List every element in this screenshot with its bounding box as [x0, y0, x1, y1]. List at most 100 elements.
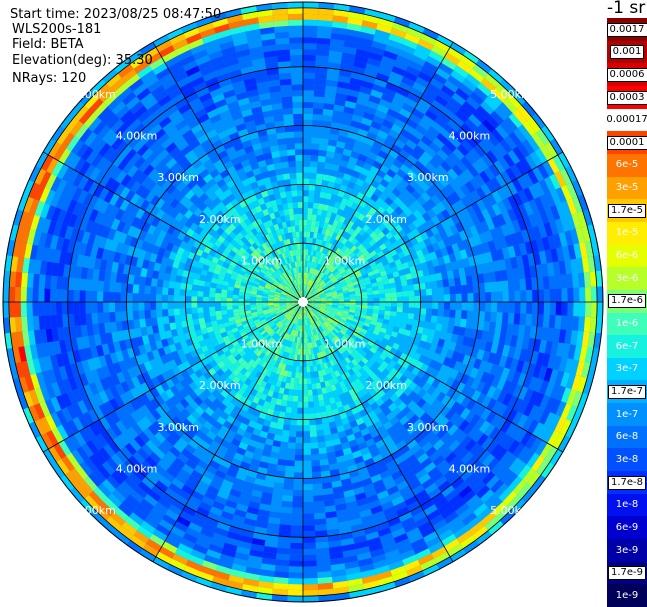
radar-cell	[340, 316, 347, 322]
radar-cell	[226, 253, 234, 261]
radar-cell	[216, 164, 227, 174]
radar-cell	[313, 306, 320, 310]
radar-cell	[203, 286, 210, 293]
radar-cell	[389, 315, 396, 322]
radar-cell	[149, 468, 163, 481]
radar-cell	[421, 478, 435, 490]
radar-cell	[275, 291, 281, 295]
radar-cell	[319, 281, 325, 287]
radar-cell	[288, 275, 293, 282]
radar-cell	[91, 279, 99, 292]
radar-cell	[185, 338, 194, 347]
radar-cell	[285, 299, 292, 301]
radar-cell	[366, 287, 373, 292]
radar-cell	[312, 114, 323, 121]
radar-cell	[369, 165, 380, 175]
radar-cell	[473, 463, 487, 477]
radar-cell	[232, 80, 246, 90]
radar-cell	[196, 415, 207, 426]
radar-cell	[308, 299, 315, 302]
radar-cell	[197, 285, 205, 292]
radar-cell	[200, 118, 213, 129]
radar-cell	[364, 343, 373, 351]
radar-cell	[355, 307, 362, 312]
radar-cell	[76, 254, 85, 267]
radar-cell	[303, 219, 308, 226]
radar-cell	[275, 198, 283, 206]
radar-cell	[303, 419, 310, 426]
radar-cell	[303, 131, 312, 138]
radar-cell	[332, 298, 339, 301]
radar-cell	[415, 408, 426, 419]
radar-cell	[300, 337, 303, 344]
radar-cell	[286, 296, 292, 299]
radar-cell	[437, 256, 445, 266]
radar-cell	[332, 300, 339, 302]
radar-cell	[373, 305, 380, 310]
radar-cell	[278, 453, 287, 460]
radar-cell	[299, 325, 302, 332]
radar-cell	[323, 261, 329, 268]
radar-cell	[303, 90, 315, 97]
radar-cell	[77, 400, 89, 415]
radar-cell	[482, 350, 491, 362]
radar-cell	[254, 341, 262, 348]
radar-cell	[257, 197, 266, 206]
radar-cell	[295, 437, 303, 444]
radar-cell	[152, 366, 162, 377]
radar-cell	[537, 314, 544, 328]
radar-cell	[85, 302, 92, 314]
radar-cell	[464, 410, 476, 423]
radar-cell	[365, 235, 373, 243]
radar-cell	[104, 353, 113, 366]
radar-cell	[143, 361, 153, 372]
radar-cell	[397, 302, 403, 308]
radar-cell	[445, 398, 456, 410]
radar-cell	[420, 363, 429, 373]
radar-cell	[257, 273, 264, 279]
radar-cell	[327, 347, 333, 355]
radar-cell	[181, 160, 192, 171]
radar-cell	[336, 274, 343, 280]
radar-cell	[73, 302, 80, 314]
radar-cell	[287, 448, 296, 455]
radar-cell	[299, 237, 303, 244]
radar-cell	[316, 312, 322, 317]
radar-cell	[314, 303, 321, 305]
radar-cell	[349, 77, 363, 87]
radar-cell	[224, 246, 232, 254]
radar-cell	[76, 337, 85, 350]
radar-cell	[351, 321, 358, 326]
radar-cell	[324, 342, 330, 350]
radar-cell	[369, 365, 378, 373]
radar-cell	[330, 384, 337, 392]
radar-cell	[291, 274, 295, 281]
radar-cell	[363, 111, 375, 121]
radar-cell	[386, 168, 397, 179]
radar-cell	[263, 333, 270, 340]
radar-cell	[269, 175, 278, 183]
radar-cell	[273, 223, 280, 231]
radar-cell	[257, 289, 264, 294]
radar-cell	[430, 471, 444, 483]
radar-cell	[286, 306, 293, 310]
radar-cell	[392, 271, 400, 278]
radar-cell	[157, 497, 172, 510]
radar-cell	[374, 257, 382, 265]
radar-cell	[309, 287, 315, 293]
radar-cell	[427, 466, 440, 479]
radar-cell	[298, 325, 301, 332]
radar-cell	[296, 292, 300, 298]
radar-cell	[342, 310, 349, 315]
radar-cell	[129, 439, 142, 452]
radar-cell	[288, 308, 294, 314]
radar-cell	[425, 446, 437, 458]
radar-cell	[308, 303, 315, 305]
radar-cell	[232, 211, 241, 220]
radar-cell	[359, 285, 367, 290]
radar-cell	[261, 302, 268, 305]
radar-cell	[271, 150, 280, 159]
radar-cell	[244, 307, 251, 312]
radar-cell	[126, 292, 133, 302]
radar-cell	[140, 267, 148, 278]
